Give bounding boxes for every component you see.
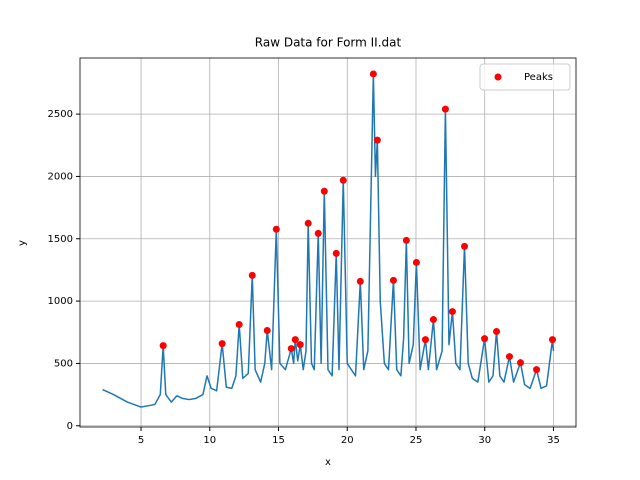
peak-marker <box>548 336 556 344</box>
x-tick-label: 10 <box>203 435 216 446</box>
peak-marker <box>339 176 347 184</box>
y-tick-label: 2000 <box>48 171 73 182</box>
peak-marker <box>448 308 456 316</box>
peak-marker <box>369 70 377 78</box>
peak-marker <box>320 187 328 195</box>
peak-marker <box>429 316 437 324</box>
y-tick-label: 1000 <box>48 296 73 307</box>
plot-frame <box>79 57 577 428</box>
legend-marker <box>494 73 502 81</box>
y-tick-label: 1500 <box>48 234 73 245</box>
x-tick-label: 15 <box>272 435 285 446</box>
peak-marker <box>516 359 524 367</box>
peak-marker <box>304 219 312 227</box>
peak-marker <box>412 258 420 266</box>
y-tick-label: 2500 <box>48 109 73 120</box>
peak-marker <box>218 340 226 348</box>
legend-label: Peaks <box>524 72 553 83</box>
peak-marker <box>314 229 322 237</box>
y-tick-label: 0 <box>67 421 73 432</box>
x-tick-label: 20 <box>341 435 354 446</box>
y-axis-label: y <box>17 240 28 246</box>
peak-marker <box>296 341 304 349</box>
peak-marker <box>272 225 280 233</box>
peak-marker <box>291 336 299 344</box>
peak-marker <box>235 321 243 329</box>
peak-marker <box>402 236 410 244</box>
peak-marker <box>441 105 449 113</box>
x-axis-label: x <box>325 457 331 468</box>
peak-marker <box>356 277 364 285</box>
x-tick-label: 5 <box>138 435 144 446</box>
peak-marker <box>159 342 167 350</box>
x-tick-label: 25 <box>410 435 423 446</box>
legend-box <box>479 63 571 91</box>
x-tick-label: 30 <box>478 435 491 446</box>
y-tick-label: 500 <box>54 358 73 369</box>
chart-title: Raw Data for Form II.dat <box>255 36 402 50</box>
peak-marker <box>493 328 501 336</box>
peak-marker <box>533 366 541 374</box>
peak-marker <box>287 345 295 353</box>
peak-marker <box>248 271 256 279</box>
peak-marker <box>332 249 340 257</box>
peak-marker <box>373 136 381 144</box>
peak-marker <box>389 276 397 284</box>
peak-marker <box>421 336 429 344</box>
peak-marker <box>263 327 271 335</box>
peak-marker <box>505 353 513 361</box>
peak-marker <box>481 335 489 343</box>
x-tick-label: 35 <box>547 435 560 446</box>
peak-marker <box>461 242 469 250</box>
